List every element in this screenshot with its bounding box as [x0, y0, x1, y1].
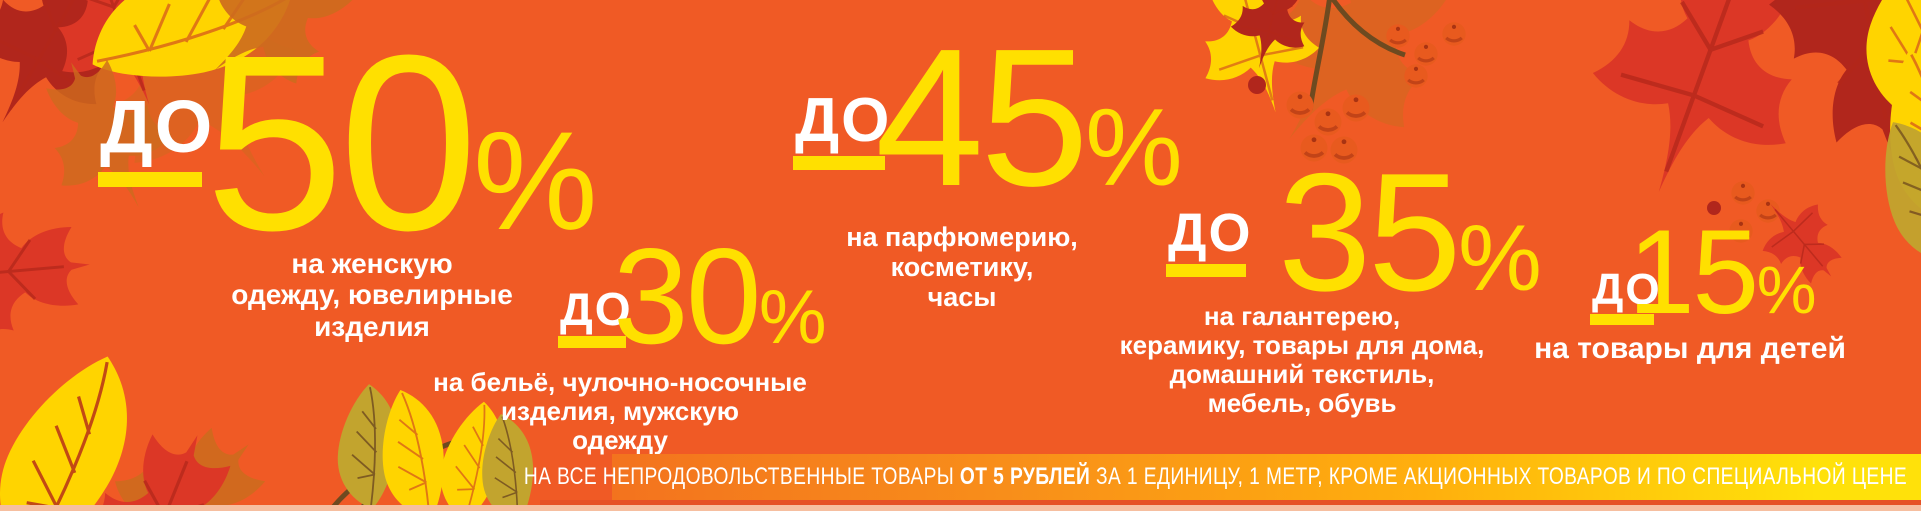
- prefix-underline: [98, 172, 202, 187]
- bottom-accent-band: [540, 500, 1921, 507]
- terms-bold-price: ОТ 5 РУБЛЕЙ: [959, 463, 1091, 490]
- offer-prefix-label: до: [100, 85, 215, 168]
- discount-number: 15: [1628, 205, 1759, 339]
- discount-number: 45: [875, 8, 1089, 227]
- terms-part1: НА ВСЕ НЕПРОДОВОЛЬСТВЕННЫЕ ТОВАРЫ: [523, 463, 960, 490]
- promo-terms-text: НА ВСЕ НЕПРОДОВОЛЬСТВЕННЫЕ ТОВАРЫ ОТ 5 Р…: [524, 463, 1907, 491]
- bottom-edge-line: [0, 505, 1921, 511]
- offer-haberdashery-home-goods: до 35% на галантерею, керамику, товары д…: [1102, 148, 1542, 419]
- offer-description: на бельё, чулочно-носочные изделия, мужс…: [433, 367, 807, 456]
- discount-number: 50: [205, 3, 478, 282]
- berry-branch-icon: [1248, 0, 1468, 166]
- discount-number: 35: [1278, 138, 1462, 326]
- promo-terms-bar: НА ВСЕ НЕПРОДОВОЛЬСТВЕННЫЕ ТОВАРЫ ОТ 5 Р…: [524, 454, 1921, 500]
- discount-value: 45%: [875, 20, 1183, 216]
- prefix-underline: [793, 156, 885, 170]
- offer-women-clothing-jewelry: до 50% на женскую одежду, ювелирные изде…: [95, 10, 615, 350]
- berry-cluster-icon: [1707, 179, 1859, 300]
- offer-description: на товары для детей: [1534, 332, 1846, 365]
- offer-description: на женскую одежду, ювелирные изделия: [231, 248, 513, 342]
- discount-value: 15%: [1628, 212, 1817, 332]
- offer-prefix-label: до: [560, 283, 633, 335]
- terms-part2: ЗА 1 ЕДИНИЦУ, 1 МЕТР, КРОМЕ АКЦИОННЫХ ТО…: [1090, 463, 1907, 490]
- percent-sign: %: [1085, 87, 1183, 209]
- offer-perfume-cosmetics-watches: до 45% на парфюмерию, косметику, часы: [762, 12, 1183, 313]
- percent-sign: %: [1458, 205, 1542, 310]
- percent-sign: %: [1756, 253, 1817, 328]
- prefix-underline: [1590, 314, 1654, 325]
- discount-value: 30%: [613, 228, 827, 364]
- percent-sign: %: [758, 275, 827, 360]
- percent-sign: %: [473, 102, 598, 259]
- prefix-underline: [1166, 264, 1246, 277]
- offer-childrens-goods: до 15% на товары для детей: [1480, 212, 1900, 372]
- offer-prefix-label: до: [1592, 265, 1662, 314]
- offer-description: на галантерею, керамику, товары для дома…: [1119, 301, 1485, 419]
- discount-value: 35%: [1278, 148, 1542, 316]
- offer-underwear-mens-clothing: до 30% на бельё, чулочно-носочные издели…: [420, 228, 826, 468]
- offer-description: на парфюмерию, косметику, часы: [846, 222, 1078, 313]
- discount-number: 30: [613, 220, 762, 372]
- offer-prefix-label: до: [795, 86, 892, 155]
- prefix-underline: [558, 336, 626, 348]
- offer-prefix-label: до: [1168, 203, 1253, 263]
- discount-value: 50%: [205, 18, 598, 268]
- maple-leaf-icon: [0, 194, 96, 351]
